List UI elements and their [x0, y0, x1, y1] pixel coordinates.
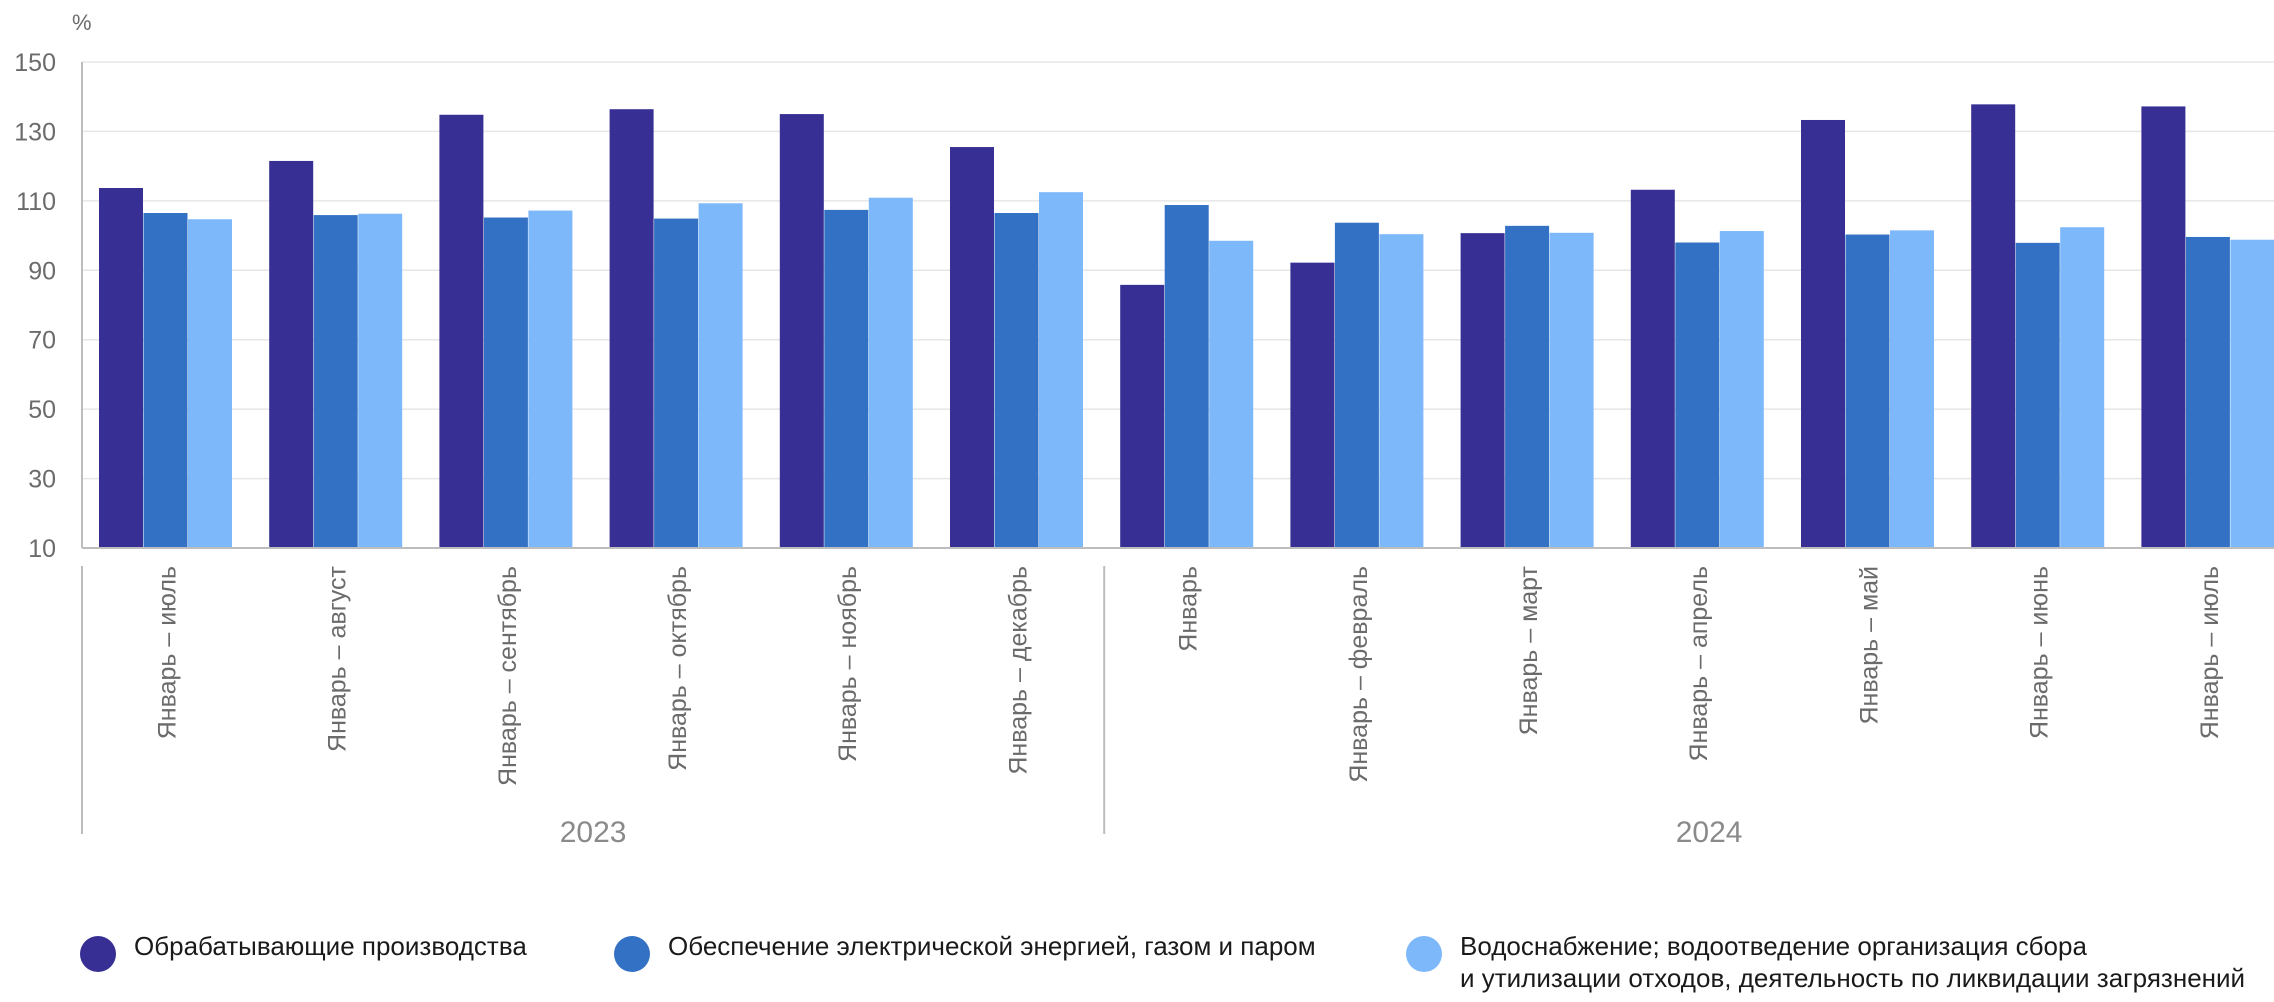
bar — [188, 219, 232, 548]
y-tick-label: 150 — [14, 49, 56, 77]
x-tick-label: Январь – март — [1515, 565, 1543, 735]
bar — [143, 213, 188, 548]
x-tick-label: Январь – июль — [153, 566, 181, 739]
group-label: 2023 — [560, 816, 627, 849]
bar — [950, 147, 994, 549]
bar — [1549, 232, 1594, 548]
bar — [1379, 234, 1424, 548]
chart-plot: 10 30 50 70 90 110 130 150% Январь – июль Январь … — [14, 10, 2274, 849]
x-tick-label: Январь – декабрь — [1004, 566, 1032, 775]
bar — [1039, 192, 1083, 548]
bar — [1209, 240, 1254, 548]
bar — [439, 114, 484, 548]
bar — [1675, 242, 1720, 548]
bar — [483, 217, 528, 548]
bar — [1630, 189, 1675, 548]
bar — [1719, 231, 1764, 548]
y-axis-unit: % — [72, 10, 92, 35]
y-tick-label: 90 — [28, 257, 56, 285]
legend: Обрабатывающие производства Обеспечение … — [0, 930, 2274, 1002]
x-tick-label: Январь – июнь — [2026, 566, 2054, 739]
bar — [2060, 227, 2105, 549]
y-tick-label: 130 — [14, 118, 56, 146]
legend-item-manufacturing[interactable]: Обрабатывающие производства — [80, 930, 527, 972]
x-tick-label: Январь – сентябрь — [494, 566, 522, 786]
bar — [2015, 242, 2060, 548]
bar — [994, 213, 1039, 548]
legend-marker — [1406, 936, 1442, 972]
bar — [1164, 205, 1209, 548]
legend-item-energy[interactable]: Обеспечение электрической энергией, газо… — [614, 930, 1316, 972]
bar — [824, 209, 869, 548]
bar — [2141, 106, 2186, 548]
y-tick-label: 50 — [28, 396, 56, 424]
legend-label: Обрабатывающие производства — [134, 931, 527, 961]
y-tick-label: 110 — [16, 188, 56, 216]
group-label: 2024 — [1676, 816, 1743, 849]
bar — [2230, 239, 2274, 549]
bar — [269, 160, 314, 548]
y-tick-label: 10 — [28, 535, 56, 563]
x-tick-label: Январь — [1175, 566, 1203, 652]
bar — [1801, 119, 1845, 549]
y-tick-label: 70 — [28, 327, 56, 355]
x-tick-label: Январь – октябрь — [664, 566, 692, 771]
bar — [1290, 262, 1335, 548]
y-tick-label: 30 — [28, 466, 56, 494]
x-tick-label: Январь – ноябрь — [834, 566, 862, 762]
bar — [698, 203, 743, 548]
x-tick-label: Январь – апрель — [1685, 566, 1713, 762]
x-tick-label: Январь – май — [1855, 566, 1883, 725]
bar — [2185, 236, 2230, 548]
x-tick-label: Январь – июль — [2196, 566, 2224, 739]
bar — [1505, 225, 1550, 548]
bar — [528, 210, 573, 548]
bar — [1460, 233, 1505, 549]
legend-marker — [614, 936, 650, 972]
bar — [779, 114, 824, 549]
legend-label: Водоснабжение; водоотведение организация… — [1460, 931, 2246, 993]
bar — [1334, 222, 1379, 548]
legend-label: Обеспечение электрической энергией, газо… — [668, 931, 1316, 961]
bar — [1120, 284, 1165, 548]
bar — [313, 215, 358, 548]
x-tick-label: Январь – август — [324, 565, 352, 752]
bar — [868, 197, 913, 549]
bar — [1845, 234, 1890, 548]
bar — [99, 188, 143, 548]
bar — [609, 109, 654, 548]
bar — [1971, 104, 2016, 548]
legend-item-water[interactable]: Водоснабжение; водоотведение организация… — [1406, 930, 2245, 994]
bar — [358, 213, 403, 549]
x-tick-label: Январь – февраль — [1345, 566, 1373, 783]
bar — [1890, 230, 1934, 548]
bar — [654, 218, 699, 548]
legend-marker — [80, 936, 116, 972]
